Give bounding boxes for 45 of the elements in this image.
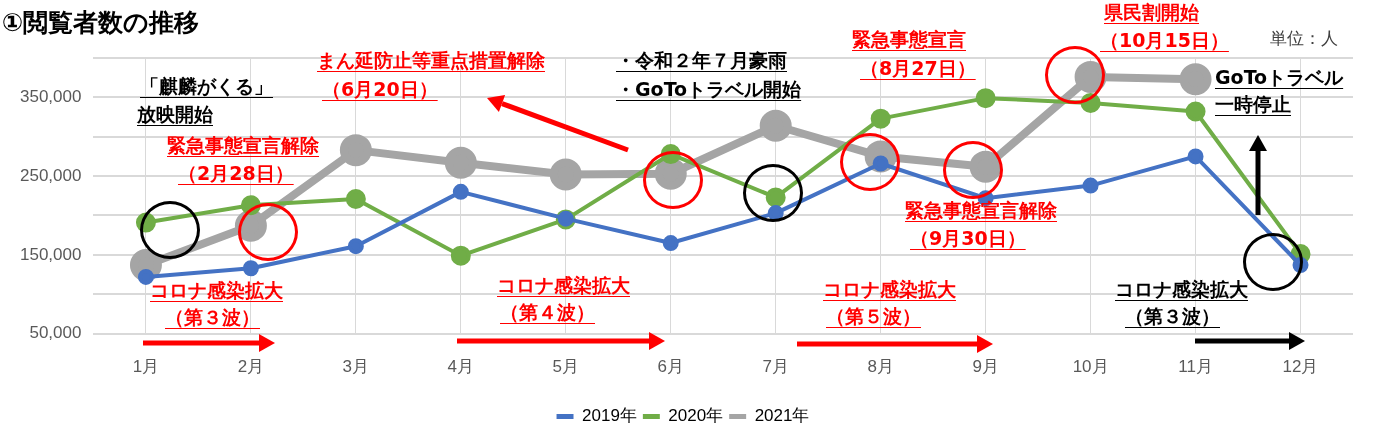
annotation: （6月20日） bbox=[322, 77, 438, 101]
annotation: （第３波） bbox=[165, 305, 260, 329]
x-tick-label: 2月 bbox=[237, 357, 265, 377]
text: 単位：人 bbox=[1270, 27, 1338, 50]
annotation: （第３波） bbox=[1125, 304, 1220, 328]
x-tick-label: 11月 bbox=[1178, 357, 1213, 377]
text: 緊急事態宣言 bbox=[852, 27, 966, 51]
annotation: （8月27日） bbox=[860, 56, 976, 80]
annotation: コロナ感染拡大 bbox=[823, 277, 956, 301]
annotation: （第５波） bbox=[826, 304, 921, 328]
x-tick-label: 9月 bbox=[972, 357, 999, 377]
y-tick-label: 350,000 bbox=[20, 87, 82, 107]
text: 県民割開始 bbox=[1104, 0, 1199, 24]
legend-label: 2019年 bbox=[582, 406, 637, 426]
legend-label: 2020年 bbox=[668, 406, 724, 426]
annotation: （第４波） bbox=[500, 300, 595, 324]
x-tick-label: 1月 bbox=[132, 357, 160, 377]
x-tick-label: 12月 bbox=[1282, 357, 1319, 377]
chart-title: ①閲覧者数の推移 bbox=[2, 7, 200, 39]
annotation: まん延防止等重点措置解除 bbox=[317, 48, 545, 72]
x-tick-label: 3月 bbox=[342, 357, 370, 377]
annotation: ・令和２年７月豪雨 bbox=[616, 48, 787, 72]
annotation: コロナ感染拡大 bbox=[1115, 277, 1248, 301]
x-tick-label: 6月 bbox=[657, 357, 684, 377]
annotation: 「麒麟がくる」 bbox=[140, 74, 273, 98]
annotation: 緊急事態宣言解除 bbox=[905, 198, 1057, 222]
annotation: （2月28日） bbox=[178, 161, 294, 185]
annotation: 一時停止 bbox=[1215, 92, 1291, 116]
annotation: ・GoToトラベル開始 bbox=[616, 77, 802, 101]
y-tick-label: 50,000 bbox=[29, 323, 82, 343]
text: （10月15日） bbox=[1100, 28, 1229, 52]
x-tick-label: 8月 bbox=[867, 357, 894, 377]
annotation: 緊急事態宣言解除 bbox=[167, 133, 319, 157]
legend-label: 2021年 bbox=[754, 406, 810, 426]
annotation: コロナ感染拡大 bbox=[150, 278, 283, 302]
annotation: 放映開始 bbox=[137, 102, 213, 126]
annotation: （9月30日） bbox=[910, 226, 1026, 250]
x-tick-label: 5月 bbox=[552, 357, 580, 377]
y-tick-label: 250,000 bbox=[20, 165, 82, 185]
annotation: GoToトラベル bbox=[1215, 65, 1344, 89]
annotation: コロナ感染拡大 bbox=[497, 273, 630, 297]
x-tick-label: 10月 bbox=[1072, 357, 1109, 377]
x-tick-label: 4月 bbox=[447, 357, 475, 377]
x-tick-label: 7月 bbox=[762, 357, 789, 377]
y-tick-label: 150,000 bbox=[20, 244, 82, 264]
